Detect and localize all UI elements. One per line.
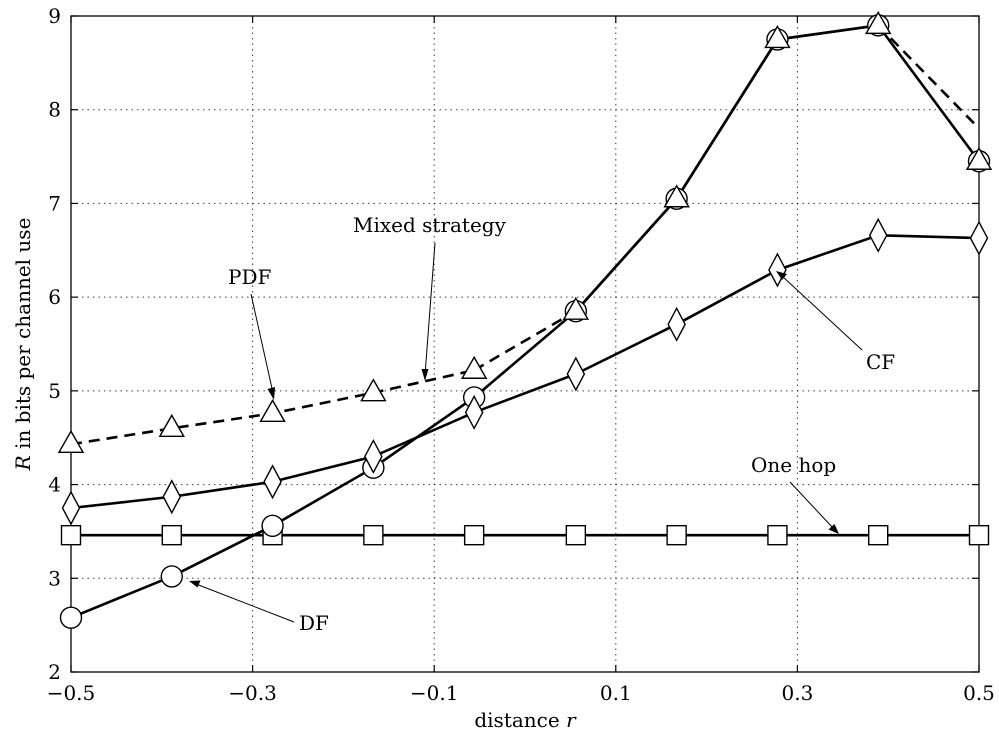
circle-marker-df [160,565,183,588]
x-tick-label: −0.5 [47,681,96,705]
square-marker-one-hop [161,524,182,546]
square-marker-one-hop [666,524,687,546]
square-marker-one-hop [363,524,384,546]
diamond-marker-cf [364,438,383,474]
x-tick-label: −0.3 [228,681,277,705]
markers [57,10,993,629]
triangle-marker-pdf [57,429,85,453]
diamond-marker-cf [566,356,586,392]
annotation-cf-arrow [781,275,863,351]
annotation-df-label: DF [299,611,329,635]
diamond-marker-cf [868,217,888,253]
axis-ticks: −0.5 −0.3 −0.1 0.1 0.3 0.5 2 3 4 5 6 7 8 9 [47,4,995,705]
square-marker-one-hop [565,524,587,546]
annotation-one-hop-arrowhead [828,524,839,534]
square-marker-one-hop [767,524,788,546]
triangle-marker-mixed-strategy-upper [562,296,590,320]
x-tick-label: 0.5 [963,681,995,705]
triangle-marker-pdf [158,413,185,438]
circle-marker-df [261,514,284,538]
square-marker-one-hop [60,524,82,546]
square-marker-one-hop [463,524,485,546]
annotation-one-hop-arrow [789,481,835,530]
annotation-pdf-arrow [250,293,274,394]
annotation-cf-arrowhead [776,271,787,280]
diamond-marker-cf [263,464,282,500]
annotation-pdf-label: PDF [228,265,271,289]
y-tick-label: 5 [48,379,61,403]
annotation-df-arrow [195,583,295,623]
x-tick-label: 0.1 [600,681,632,705]
diamond-marker-cf [61,490,81,526]
annotation-one-hop-label: One hop [751,453,836,477]
annotation-cf-label: CF [866,350,895,374]
series-line-mixed-strategy [473,310,577,372]
x-tick-label: 0.3 [781,681,813,705]
triangle-marker-mixed-strategy-upper [663,184,690,208]
series-line-mixed-strategy-upper [574,24,879,313]
series [70,23,981,619]
annotation-mixed-strategy-arrowhead [421,369,429,381]
annotations: Mixed strategy PDF CF One hop DF [189,213,895,635]
y-tick-label: 6 [48,285,61,309]
y-tick-label: 4 [48,473,61,497]
grid [71,16,979,672]
annotation-mixed-strategy-label: Mixed strategy [353,213,507,237]
diamond-marker-cf [667,306,686,342]
annotation-pdf-arrowhead [267,387,275,400]
y-tick-label: 2 [48,660,61,684]
diamond-marker-cf [464,394,484,430]
annotation-df-arrowhead [189,580,201,588]
x-tick-label: −0.1 [410,681,459,705]
series-line-cf [70,233,980,510]
triangle-marker-pdf [460,355,488,379]
diamond-marker-cf [969,220,989,256]
square-marker-one-hop [868,524,889,546]
diamond-marker-cf [768,252,787,288]
plot-frame [70,15,980,673]
series-line-df [70,23,981,619]
y-tick-label: 3 [48,566,61,590]
annotation-mixed-strategy-arrow [424,242,436,376]
triangle-marker-triangle-end [965,146,993,170]
x-axis-label: distance r [474,708,577,732]
triangle-marker-pdf [259,398,286,423]
diamond-marker-cf [162,479,182,515]
y-axis-label: R in bits per channel use [11,218,35,472]
y-tick-label: 7 [48,191,61,215]
triangle-marker-pdf [360,378,387,402]
y-tick-label: 9 [48,4,61,28]
y-tick-label: 8 [48,98,61,122]
triangle-marker-mixed-strategy-upper [865,10,892,35]
square-marker-one-hop [968,524,990,546]
series-line-mixed-strategy-tail [877,24,980,130]
circle-marker-df [59,606,83,629]
triangle-marker-mixed-strategy-upper [764,25,791,49]
